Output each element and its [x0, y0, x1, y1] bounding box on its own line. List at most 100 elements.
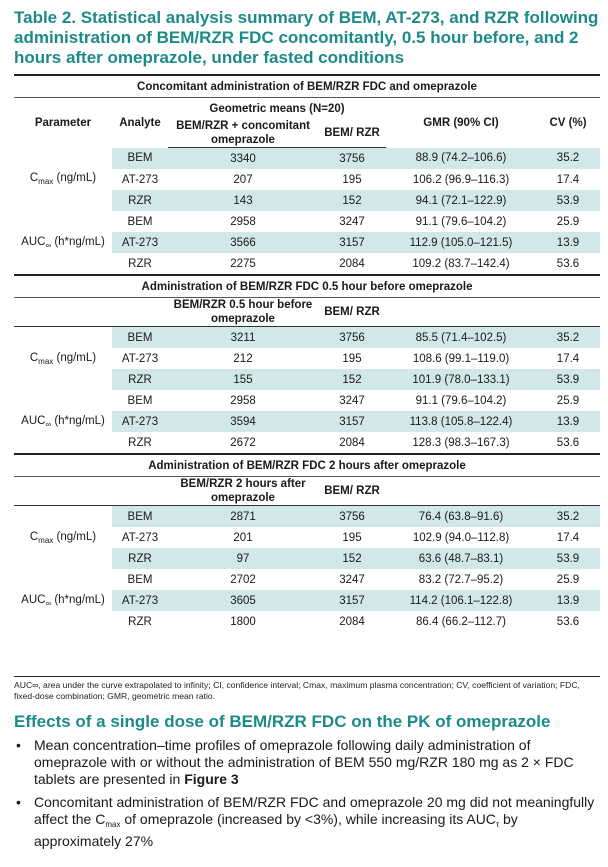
cell-cv: 13.9	[536, 590, 600, 611]
cell-analyte: AT-273	[121, 173, 159, 186]
cell-test: 1800	[230, 615, 256, 628]
cell-cv: 53.6	[556, 615, 580, 628]
col-ref: BEM/ RZR	[318, 476, 386, 506]
cell-test: 212	[233, 352, 253, 365]
cell-cv: 53.9	[536, 548, 600, 569]
cell-cv: 35.2	[536, 326, 600, 348]
param-label: AUC	[21, 414, 46, 427]
bullet-icon: •	[16, 737, 21, 753]
cell-gmr: 63.6 (48.7–83.1)	[386, 548, 536, 569]
cell-cv: 53.6	[556, 257, 580, 270]
table-row: AUC∞ (h*ng/mL) BEM 2958 3247 91.1 (79.6–104.…	[14, 390, 600, 429]
cell-analyte: AT-273	[121, 352, 159, 365]
param-label: AUC	[21, 235, 46, 248]
table-row: RZR 97 152 63.6 (48.7–83.1) 53.9	[14, 548, 600, 569]
param-unit: (h*ng/mL)	[51, 593, 105, 606]
cell-analyte: RZR	[112, 369, 168, 390]
table-row: Cmax (ng/mL) BEM 3340 3756 88.9 (74.2–106.6)…	[14, 147, 600, 186]
cell-ref: 3756	[318, 505, 386, 527]
cell-ref: 152	[318, 548, 386, 569]
cell-analyte: RZR	[112, 548, 168, 569]
col-analyte: Analyte	[119, 116, 161, 129]
cell-cv: 13.9	[536, 411, 600, 432]
table-row: AT-273 212 195 108.6 (99.1–119.0) 17.4	[14, 348, 600, 369]
col-test: BEM/RZR 2 hours after omeprazole	[168, 476, 318, 506]
param-sub: max	[38, 535, 54, 545]
section-title: Concomitant administration of BEM/RZR FD…	[14, 74, 600, 98]
statistics-table: Concomitant administration of BEM/RZR FD…	[14, 74, 600, 632]
section-title: Administration of BEM/RZR FDC 2 hours af…	[14, 453, 600, 477]
param-unit: (ng/mL)	[53, 351, 97, 364]
cell-test: 201	[233, 531, 253, 544]
cell-analyte: AT-273	[121, 531, 159, 544]
cell-analyte: BEM	[112, 326, 168, 348]
section-title: Administration of BEM/RZR FDC 0.5 hour b…	[14, 274, 600, 298]
cell-test: 2958	[230, 394, 256, 407]
header-blank	[386, 297, 600, 327]
param-sub: max	[38, 356, 54, 366]
cell-test: 207	[233, 173, 253, 186]
section-heading: Effects of a single dose of BEM/RZR FDC …	[14, 712, 551, 731]
cell-gmr: 113.8 (105.8–122.4)	[386, 411, 536, 432]
header-row: BEM/RZR 2 hours after omeprazole BEM/ RZR	[14, 476, 600, 506]
cell-gmr: 85.5 (71.4–102.5)	[386, 326, 536, 348]
cell-gmr: 91.1 (79.6–104.2)	[415, 394, 507, 407]
cell-cv: 35.2	[536, 505, 600, 527]
param-auc: AUC∞ (h*ng/mL)	[14, 211, 112, 275]
table-title: Table 2. Statistical analysis summary of…	[14, 8, 599, 67]
cell-gmr: 106.2 (96.9–116.3)	[412, 173, 510, 186]
header-blank	[386, 476, 600, 506]
table-row: RZR 155 152 101.9 (78.0–133.1) 53.9	[14, 369, 600, 390]
cell-test: 3211	[168, 326, 318, 348]
cell-analyte: RZR	[112, 190, 168, 211]
cell-analyte: BEM	[112, 147, 168, 169]
table-row: RZR 1800 2084 86.4 (66.2–112.7) 53.6	[14, 611, 600, 632]
cell-test: 3594	[168, 411, 318, 432]
param-unit: (h*ng/mL)	[51, 414, 105, 427]
param-label: C	[29, 351, 39, 364]
col-test: BEM/RZR 0.5 hour before omeprazole	[168, 297, 318, 327]
param-sub: ∞	[45, 419, 52, 429]
section-title-row: Administration of BEM/RZR FDC 2 hours af…	[14, 453, 600, 477]
table-row: Cmax (ng/mL) BEM 3211 3756 85.5 (71.4–102.5)…	[14, 326, 600, 366]
col-parameter: Parameter	[34, 116, 92, 129]
table-row: RZR 143 152 94.1 (72.1–122.9) 53.9	[14, 190, 600, 211]
param-sub: max	[38, 177, 54, 187]
cell-cv: 25.9	[556, 573, 580, 586]
param-label: C	[29, 530, 39, 543]
cell-analyte: RZR	[128, 257, 152, 270]
cell-test: 3340	[168, 147, 318, 169]
cell-analyte: AT-273	[112, 411, 168, 432]
cell-ref: 3157	[318, 411, 386, 432]
header-row: BEM/RZR 0.5 hour before omeprazole BEM/ R…	[14, 297, 600, 327]
cell-gmr: 108.6 (99.1–119.0)	[412, 352, 510, 365]
cell-cv: 53.6	[556, 436, 580, 449]
header-row: Parameter Analyte Geometric means (N=20) GM…	[14, 98, 600, 129]
col-geomean: Geometric means (N=20)	[209, 102, 345, 115]
bullet-item: • Mean concentration–time profiles of ome…	[16, 737, 574, 787]
table-row: RZR 2672 2084 128.3 (98.3–167.3) 53.6	[14, 432, 600, 454]
cell-test: 2871	[168, 505, 318, 527]
cell-analyte: RZR	[128, 615, 152, 628]
cell-gmr: 83.2 (72.7–95.2)	[418, 573, 504, 586]
table-row: Cmax (ng/mL) BEM 2871 3756 76.4 (63.8–91.6) 3…	[14, 505, 600, 545]
cell-gmr: 91.1 (79.6–104.2)	[415, 215, 507, 228]
cell-gmr: 109.2 (83.7–142.4)	[412, 257, 510, 270]
param-sub: ∞	[45, 240, 52, 250]
param-cmax: Cmax (ng/mL)	[14, 148, 112, 212]
cell-ref: 3247	[339, 573, 365, 586]
cell-ref: 3756	[318, 147, 386, 169]
cell-test: 2275	[230, 257, 256, 270]
cell-gmr: 76.4 (63.8–91.6)	[386, 505, 536, 527]
cell-ref: 3247	[339, 215, 365, 228]
header-blank	[14, 476, 168, 506]
param-cmax: Cmax (ng/mL)	[14, 506, 112, 570]
footnote: AUC∞, area under the curve extrapolated …	[14, 676, 600, 702]
param-label: AUC	[21, 593, 46, 606]
bullet-icon: •	[16, 794, 21, 810]
cell-test: 155	[168, 369, 318, 390]
table-row: AT-273 3605 3157 114.2 (106.1–122.8) 13.9	[14, 590, 600, 611]
bullet-list: • Mean concentration–time profiles of ome…	[14, 737, 600, 856]
cell-cv: 53.9	[536, 190, 600, 211]
cell-analyte: RZR	[128, 436, 152, 449]
